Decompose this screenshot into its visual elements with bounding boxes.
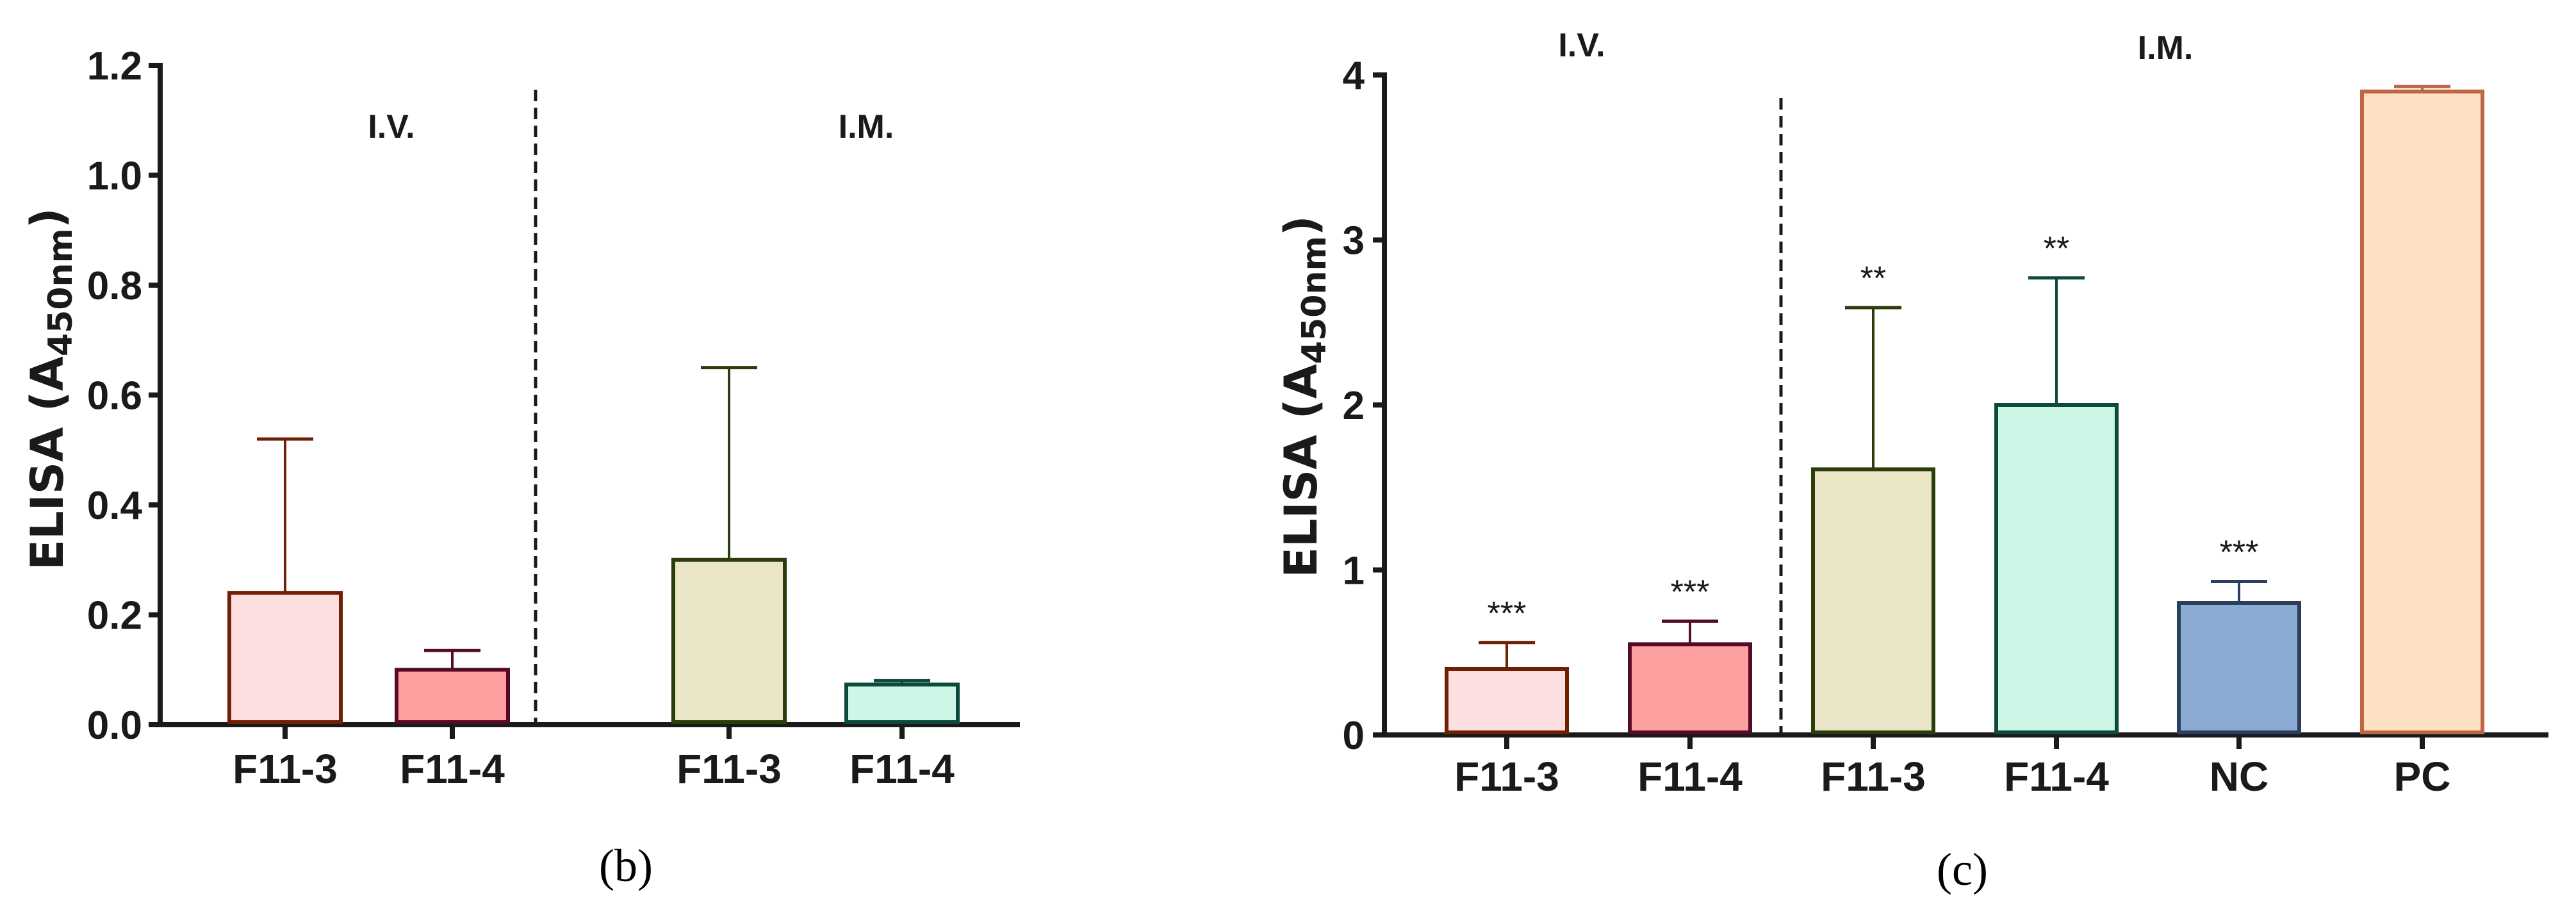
bar [2360, 89, 2484, 734]
significance-marker: *** [1671, 573, 1710, 611]
y-tick-label: 1 [1343, 549, 1365, 593]
y-tick-label: 0.2 [87, 594, 142, 638]
bar [227, 591, 343, 725]
significance-marker: ** [2044, 231, 2069, 268]
y-tick-label: 0.8 [87, 264, 142, 308]
significance-marker: ** [1860, 260, 1886, 297]
y-tick-label: 2 [1343, 384, 1365, 428]
y-tick-label: 0.0 [87, 704, 142, 748]
significance-marker: *** [1488, 595, 1527, 632]
y-tick-label: 3 [1343, 219, 1365, 263]
x-tick-label: F11-3 [1821, 754, 1926, 800]
y-axis-title-close: ) [21, 208, 74, 228]
y-tick-label: 4 [1343, 54, 1365, 98]
bar [671, 557, 787, 724]
significance-marker: *** [2220, 534, 2259, 572]
bar [844, 682, 960, 724]
bar [395, 668, 510, 724]
group-label: I.M. [2138, 29, 2194, 67]
bar [1994, 403, 2119, 734]
y-tick-label: 1.0 [87, 154, 142, 199]
bar [2177, 601, 2301, 734]
bar [1445, 667, 1569, 734]
y-axis-title-subscript: 450nm [1295, 236, 1334, 364]
x-tick-label: F11-3 [233, 746, 338, 792]
y-tick-label: 0.4 [87, 484, 143, 528]
y-axis-title: ELISA (A450nm) [21, 208, 80, 570]
group-label: I.M. [839, 108, 894, 145]
x-tick-label: NC [2210, 754, 2268, 800]
x-tick-label: F11-4 [1637, 754, 1743, 800]
chart-panel-b: 0.0 0.2 0.4 0.6 0.8 1.0 1.2 F11-3 F11-4 F11-3 F11-… [21, 44, 1020, 792]
x-tick-label: F11-4 [849, 746, 955, 792]
y-axis-title-subscript: 450nm [42, 228, 80, 356]
x-tick-label: F11-4 [2004, 754, 2109, 800]
y-axis-title-main: ELISA (A [21, 356, 74, 570]
y-tick-label: 0.6 [87, 374, 142, 418]
y-tick-label: 0 [1343, 714, 1365, 758]
bar [1811, 467, 1935, 734]
x-tick-label: F11-3 [677, 746, 782, 792]
x-tick-label: F11-3 [1454, 754, 1559, 800]
group-label: I.V. [1558, 27, 1605, 64]
x-tick-label: PC [2394, 754, 2451, 800]
y-axis-title-close: ) [1275, 215, 1327, 236]
caption-c: (c) [1937, 844, 1988, 895]
caption-b: (b) [599, 840, 653, 891]
y-axis-title: ELISA (A450nm) [1275, 215, 1334, 577]
x-tick-label: F11-4 [400, 746, 505, 792]
chart-panel-c: 0 1 2 3 4 F11-3 *** F11-4 *** F11-3 ** F11-4 ** NC ***… [1275, 27, 2548, 800]
y-tick-label: 1.2 [87, 44, 142, 88]
group-label: I.V. [368, 108, 414, 145]
bar [1628, 642, 1752, 734]
y-axis-title-main: ELISA (A [1275, 364, 1327, 578]
